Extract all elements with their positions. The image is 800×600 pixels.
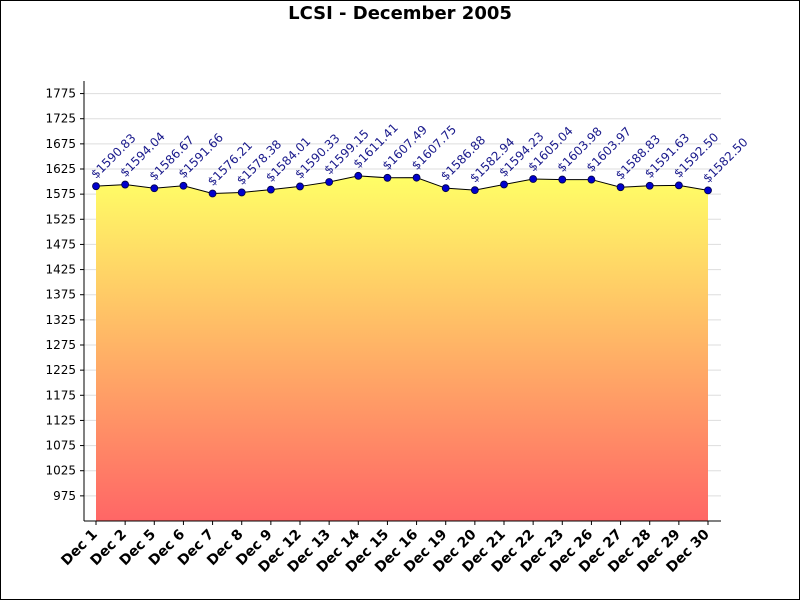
area-fill (96, 175, 708, 521)
data-points (92, 171, 712, 198)
y-tick-label: 1025 (45, 464, 76, 478)
y-tick-label: 975 (53, 489, 76, 503)
y-tick-label: 1325 (45, 313, 76, 327)
data-point (441, 184, 450, 193)
data-point (179, 181, 188, 190)
axes (83, 81, 721, 522)
data-point (412, 173, 421, 182)
chart-title: LCSI - December 2005 (288, 3, 512, 24)
data-point (500, 180, 508, 189)
data-point (616, 183, 625, 192)
y-tick-label: 1625 (45, 162, 76, 176)
y-tick-label: 1775 (45, 87, 76, 101)
data-point (354, 171, 363, 180)
y-tick-label: 1525 (45, 212, 76, 226)
data-point (587, 175, 596, 184)
data-point (92, 182, 100, 191)
y-tick-label: 1125 (45, 413, 76, 427)
data-point (208, 189, 217, 198)
series-line (95, 175, 709, 195)
data-point (121, 180, 130, 189)
y-tick-label: 1575 (45, 187, 76, 201)
data-point (558, 175, 567, 184)
y-tick-label: 1475 (45, 237, 76, 251)
data-point (237, 188, 246, 197)
data-point (266, 185, 275, 194)
y-axis-ticks: 975 1025 1075 1125 1175 1225 1275 1325 1375 1425 1… (45, 87, 84, 503)
y-tick-label: 1375 (45, 288, 76, 302)
data-point (704, 186, 712, 195)
data-point (383, 173, 392, 182)
data-point (325, 178, 334, 186)
y-tick-label: 1075 (45, 439, 76, 453)
y-tick-label: 1675 (45, 137, 76, 151)
data-point (645, 181, 654, 190)
y-tick-label: 1725 (45, 112, 76, 126)
data-point (674, 181, 683, 190)
y-tick-label: 1225 (45, 363, 76, 377)
data-point (150, 184, 159, 193)
y-tick-label: 1425 (45, 263, 76, 277)
y-tick-label: 1175 (45, 388, 76, 402)
data-point (296, 182, 304, 191)
y-tick-label: 1275 (45, 338, 76, 352)
data-point (529, 175, 538, 183)
data-point (470, 186, 479, 195)
